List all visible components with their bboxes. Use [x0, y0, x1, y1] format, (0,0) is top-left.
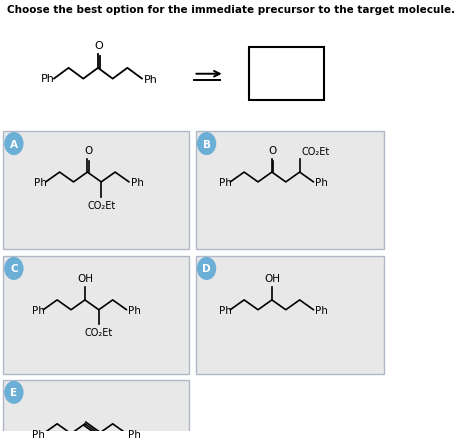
- Bar: [3, 131, 190, 249]
- Text: OH: OH: [264, 274, 280, 283]
- Text: Ph: Ph: [41, 74, 55, 84]
- Text: C: C: [10, 264, 18, 274]
- Text: Ph: Ph: [144, 74, 157, 85]
- Text: Ph: Ph: [34, 177, 47, 187]
- Text: Ph: Ph: [219, 305, 232, 315]
- Text: A: A: [10, 139, 18, 149]
- Text: O: O: [269, 146, 277, 156]
- Circle shape: [5, 258, 23, 279]
- Text: Choose the best option for the immediate precursor to the target molecule.: Choose the best option for the immediate…: [7, 5, 455, 15]
- Text: O: O: [84, 146, 92, 156]
- Bar: [196, 131, 384, 249]
- Circle shape: [198, 134, 216, 155]
- Text: Ph: Ph: [315, 305, 328, 315]
- Text: E: E: [10, 388, 18, 397]
- Text: CO₂Et: CO₂Et: [301, 147, 329, 157]
- Circle shape: [198, 258, 216, 279]
- Text: Ph: Ph: [32, 429, 45, 438]
- Text: Ph: Ph: [219, 177, 232, 187]
- Text: D: D: [202, 264, 211, 274]
- Text: CO₂Et: CO₂Et: [85, 328, 113, 338]
- Text: B: B: [202, 139, 210, 149]
- Text: Ph: Ph: [128, 429, 141, 438]
- Circle shape: [5, 134, 23, 155]
- Bar: [3, 380, 190, 438]
- Text: OH: OH: [77, 274, 93, 283]
- Bar: [196, 256, 384, 374]
- Bar: [3, 256, 190, 374]
- Text: Ph: Ph: [131, 177, 144, 187]
- Bar: [249, 48, 324, 101]
- Text: O: O: [94, 41, 103, 51]
- Text: Ph: Ph: [128, 305, 141, 315]
- Text: Ph: Ph: [32, 305, 45, 315]
- Circle shape: [5, 381, 23, 403]
- Text: CO₂Et: CO₂Et: [87, 200, 115, 210]
- Text: Ph: Ph: [315, 177, 328, 187]
